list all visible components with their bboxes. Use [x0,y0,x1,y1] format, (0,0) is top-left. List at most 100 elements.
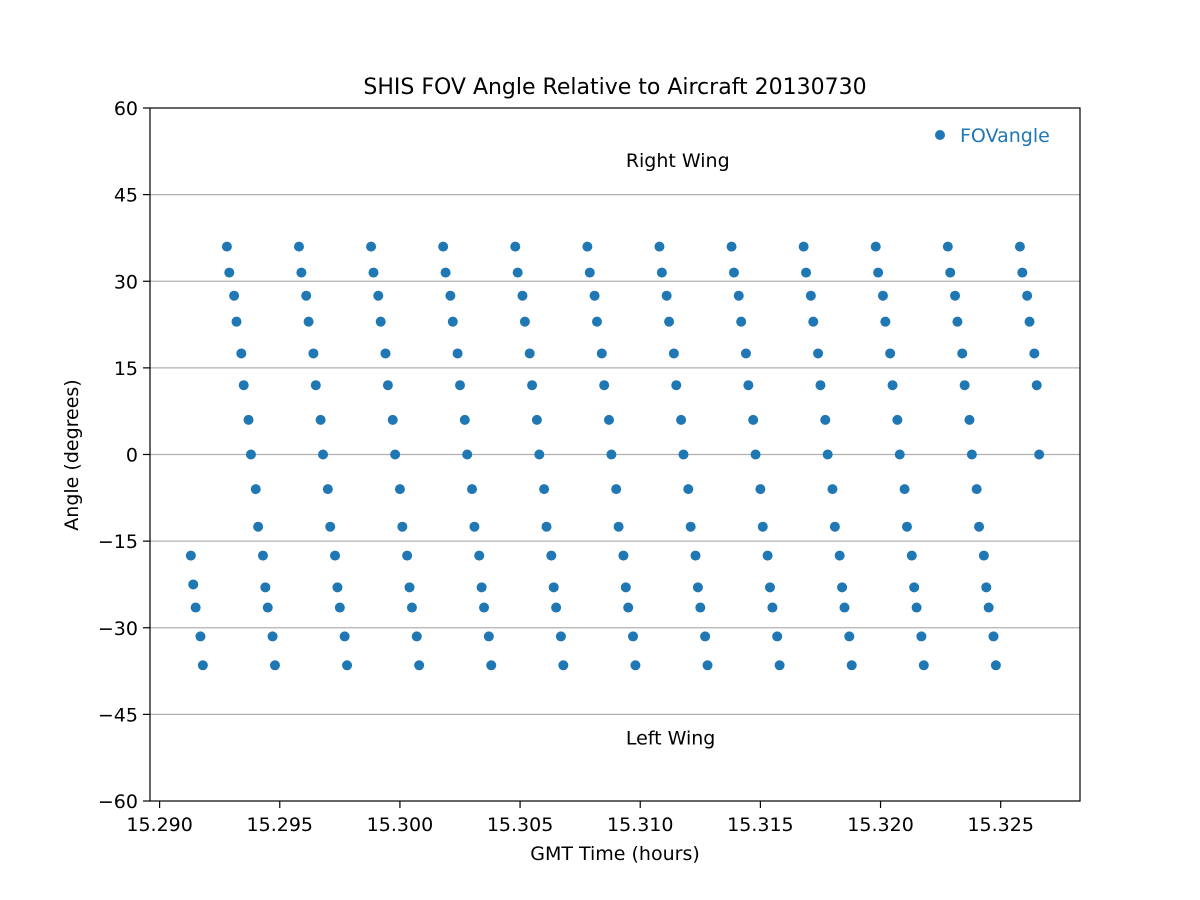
data-point [373,290,384,301]
data-point [190,602,201,613]
data-point [229,290,240,301]
data-point [315,414,326,425]
data-point [974,521,985,532]
data-point [877,290,888,301]
data-points [185,241,1045,671]
data-point [531,414,542,425]
data-point [668,348,679,359]
data-point [332,582,343,593]
data-point [740,348,751,359]
data-point [483,631,494,642]
data-point [334,602,345,613]
data-point [700,631,711,642]
data-point [618,550,629,561]
data-point [452,348,463,359]
legend-label-fovangle: FOVangle [960,125,1050,147]
data-point [397,521,408,532]
x-axis-label: GMT Time (hours) [530,843,700,865]
data-point [308,348,319,359]
data-point [474,550,485,561]
y-tick-label: 15 [114,358,138,380]
data-point [901,521,912,532]
data-point [301,290,312,301]
data-point [692,582,703,593]
data-point [260,582,271,593]
data-point [990,660,1001,671]
x-tick-label: 15.300 [367,814,433,836]
data-point [726,241,737,252]
data-point [767,602,778,613]
data-point [527,380,538,391]
data-point [250,484,261,495]
data-point [469,521,480,532]
data-point [267,631,278,642]
x-tick-label: 15.315 [727,814,793,836]
y-tick-label: 0 [126,445,138,467]
data-point [664,316,675,327]
data-point [375,316,386,327]
data-point [476,582,487,593]
data-point [772,631,783,642]
data-point [380,348,391,359]
data-point [656,267,667,278]
x-tick-label: 15.295 [247,814,313,836]
data-point [971,484,982,495]
data-point [950,290,961,301]
y-axis-label: Angle (degrees) [61,379,83,530]
data-point [188,579,199,590]
data-point [765,582,775,593]
data-point [685,521,696,532]
data-point [911,602,922,613]
data-point [678,449,689,460]
y-tick-label: −45 [98,704,138,726]
y-tick-label: 45 [114,185,138,207]
annotation-label: Right Wing [626,150,730,172]
data-point [801,267,812,278]
data-point [757,521,768,532]
annotation-label: Left Wing [626,727,716,749]
data-point [269,660,280,671]
x-tick-label: 15.310 [607,814,673,836]
data-point [195,631,206,642]
data-point [394,484,405,495]
data-point [748,414,759,425]
data-point [743,380,754,391]
data-point [411,631,422,642]
data-point [462,449,473,460]
data-point [589,290,600,301]
data-point [1022,290,1033,301]
data-point [236,348,247,359]
data-point [887,380,898,391]
data-point [606,449,617,460]
data-point [486,660,497,671]
data-point [390,449,401,460]
data-point [257,550,268,561]
data-point [455,380,465,391]
data-point [238,380,249,391]
data-point [834,550,845,561]
y-tick-label: −60 [98,791,138,813]
data-point [983,602,994,613]
data-point [1017,267,1028,278]
data-point [221,241,232,252]
data-point [231,316,242,327]
data-point [603,414,614,425]
data-point [524,348,535,359]
data-point [1014,241,1025,252]
data-point [366,241,377,252]
data-point [596,348,607,359]
annotations: Right Wing Left Wing [626,150,730,749]
data-point [262,602,273,613]
data-point [548,582,559,593]
data-point [820,414,831,425]
data-point [661,290,672,301]
data-point [750,449,761,460]
data-point [839,602,850,613]
data-point [387,414,398,425]
data-point [808,316,819,327]
y-tick-label: −30 [98,618,138,640]
data-point [459,414,470,425]
data-point [1024,316,1035,327]
data-point [541,521,552,532]
